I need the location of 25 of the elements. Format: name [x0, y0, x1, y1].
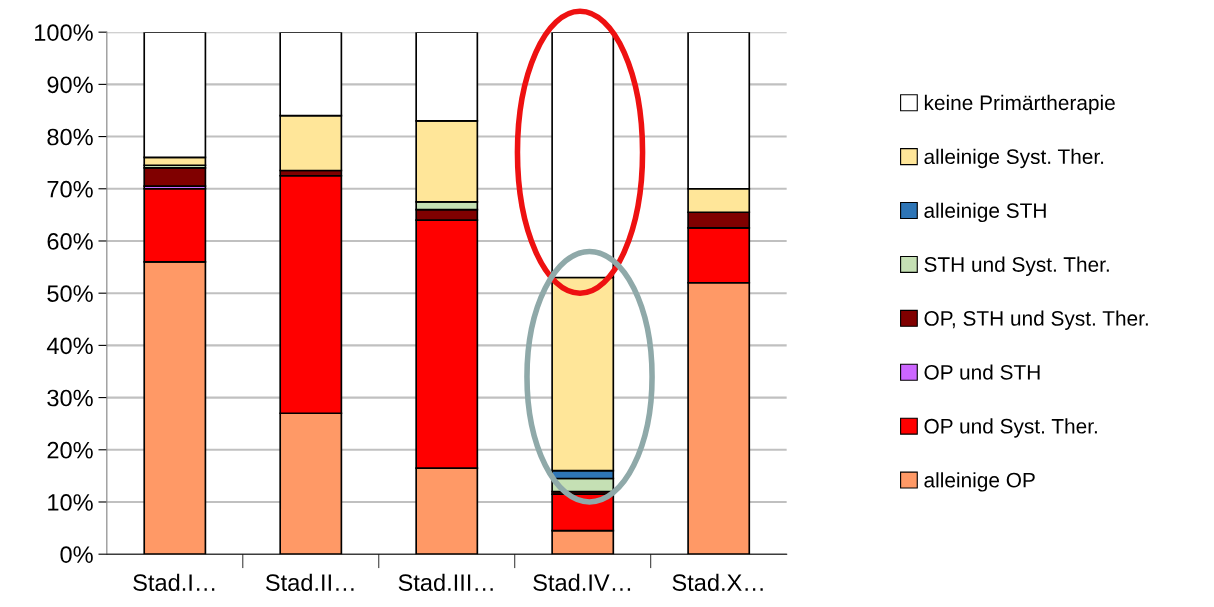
y-tick-label: 80%	[47, 128, 93, 146]
legend-label: OP und STH	[924, 364, 1040, 380]
legend-label: STH und Syst. Ther.	[924, 256, 1109, 276]
x-tick-label: Stad.I…	[133, 573, 215, 591]
x-tick-label: Stad.II…	[265, 573, 354, 591]
y-tick-label: 90%	[47, 76, 93, 94]
y-tick-label: 50%	[47, 285, 93, 302]
y-tick-label: 60%	[47, 233, 93, 250]
y-tick-label: 10%	[48, 494, 93, 511]
legend-label: OP und Syst. Ther.	[924, 418, 1097, 438]
legend-label: OP, STH und Syst. Ther.	[924, 310, 1148, 330]
legend-label: alleinige Syst. Ther.	[924, 148, 1104, 169]
bar	[143, 167, 207, 188]
y-tick-label: 20%	[47, 441, 93, 459]
x-tick-label: Stad.IV…	[533, 573, 631, 591]
x-tick-label: Stad.X…	[672, 573, 763, 591]
y-tick-label: 40%	[46, 337, 93, 355]
x-tick-label: Stad.III…	[398, 573, 493, 591]
y-tick-label: 70%	[47, 180, 93, 198]
legend-label: alleinige OP	[924, 472, 1035, 492]
y-tick-label: 0%	[60, 546, 93, 563]
legend-label: alleinige STH	[924, 202, 1046, 223]
legend-label: keine Primärtherapie	[924, 94, 1115, 115]
y-tick-label: 100%	[35, 24, 93, 41]
y-tick-label: 30%	[47, 389, 93, 407]
